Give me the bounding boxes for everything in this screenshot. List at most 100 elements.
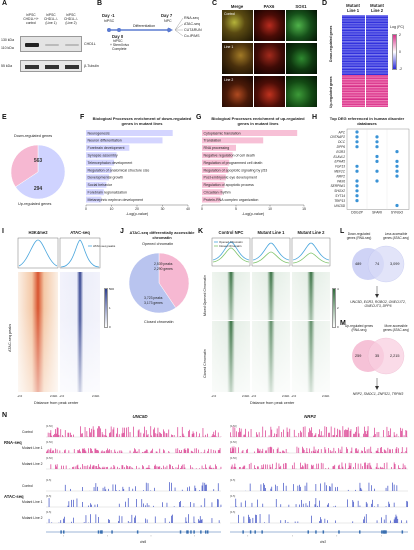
- hit-dot: [395, 150, 399, 154]
- row-label: Line 2: [224, 78, 234, 82]
- signal-bar: [231, 446, 233, 453]
- micrograph-merge-line1: [222, 43, 253, 74]
- signal-bar: [93, 429, 95, 437]
- group-label: RNA-seq: [4, 440, 22, 445]
- signal-bar: [405, 430, 407, 437]
- signal-bar: [355, 431, 356, 437]
- gene-label: MEF2C: [334, 170, 346, 174]
- legend-label: ATAC-seq peaks: [93, 244, 116, 248]
- scale-tick: 1: [109, 306, 111, 310]
- signal-bar: [316, 463, 318, 469]
- signal-bar: [164, 467, 166, 469]
- signal-bar: [107, 466, 108, 469]
- signal-bar: [382, 451, 383, 453]
- row-label: Control: [224, 12, 235, 16]
- bar-label: Regulation of anatomical structure size: [88, 168, 150, 172]
- track-label: Mutant Line 2: [22, 516, 43, 520]
- signal-bar: [284, 520, 286, 523]
- micrograph-pax6-control: [254, 10, 285, 41]
- exon: [63, 530, 65, 534]
- signal-bar: [287, 521, 289, 523]
- signal-bar: [354, 433, 355, 437]
- exon: [190, 530, 192, 534]
- bar-label: Protein-RNA complex organization: [204, 198, 259, 202]
- signal-bar: [396, 447, 398, 453]
- signal-bar: [377, 448, 379, 453]
- signal-bar: [90, 464, 91, 469]
- signal-bar: [116, 433, 117, 437]
- signal-bar: [127, 426, 129, 437]
- signal-bar: [211, 467, 213, 469]
- signal-bar: [154, 516, 156, 523]
- signal-bar: [219, 448, 221, 453]
- signal-bar: [145, 482, 147, 491]
- signal-bar: [95, 514, 97, 523]
- bar: [202, 181, 225, 188]
- signal-bar: [65, 465, 67, 469]
- signal-bar: [282, 450, 283, 453]
- signal-bar: [112, 484, 114, 491]
- signal-bar: [82, 464, 83, 469]
- signal-bar: [356, 451, 358, 453]
- signal-bar: [314, 468, 316, 469]
- signal-bar: [363, 433, 364, 437]
- hit-dot: [355, 194, 359, 198]
- bar: [202, 189, 223, 196]
- signal-bar: [335, 520, 336, 523]
- signal-bar: [102, 487, 104, 491]
- panel-h: H Top DEG referenced in human disorder d…: [312, 114, 414, 226]
- signal-bar: [352, 521, 354, 523]
- signal-bar: [217, 498, 218, 507]
- signal-bar: [217, 499, 219, 507]
- signal-bar: [92, 465, 94, 469]
- signal-bar: [376, 432, 378, 437]
- pie-label: Up-regulated genes: [18, 202, 52, 206]
- signal-bar: [135, 449, 136, 453]
- signal-bar: [55, 429, 56, 437]
- signal-bar: [329, 486, 331, 491]
- signal-bar: [276, 486, 278, 491]
- signal-bar: [207, 451, 208, 453]
- signal-bar: [211, 502, 213, 507]
- x-tick: 2.0kb: [322, 394, 330, 398]
- panel-label: H: [312, 114, 318, 121]
- signal-bar: [324, 518, 326, 523]
- signal-bar: [350, 451, 352, 453]
- signal-bar: [154, 487, 155, 491]
- bar-label: Cytoplasmic translation: [204, 131, 241, 135]
- signal-bar: [108, 450, 109, 453]
- signal-bar: [257, 434, 258, 437]
- signal-bar: [83, 448, 85, 453]
- signal-bar: [181, 489, 183, 491]
- signal-bar: [143, 490, 144, 491]
- signal-bar: [127, 466, 128, 469]
- differentiation-label: Differentiation: [133, 24, 156, 28]
- signal-bar: [169, 464, 170, 469]
- signal-bar: [262, 467, 264, 469]
- signal-bar: [254, 465, 255, 469]
- exon: [401, 530, 404, 534]
- signal-bar: [145, 449, 147, 453]
- panel-label: D: [322, 0, 328, 7]
- signal-bar: [191, 433, 193, 437]
- signal-bar: [389, 503, 390, 507]
- panel-j: J ATAC-seq differentially accessible chr…: [120, 228, 198, 410]
- signal-bar: [127, 498, 129, 507]
- signal-bar: [109, 432, 111, 437]
- signal-bar: [375, 466, 377, 469]
- signal-bar: [378, 452, 380, 453]
- signal-bar: [312, 464, 314, 469]
- venn-count: 489: [355, 262, 362, 266]
- signal-bar: [58, 434, 60, 437]
- signal-bar: [64, 430, 66, 437]
- signal-bar: [385, 506, 387, 507]
- x-tick: 2.0kb: [50, 394, 58, 398]
- x-tick-label: 30: [161, 207, 165, 211]
- signal-bar: [163, 429, 164, 437]
- signal-bar: [251, 502, 253, 507]
- signal-bar: [383, 468, 384, 469]
- signal-bar: [215, 450, 216, 453]
- signal-bar: [177, 467, 179, 469]
- signal-bar: [143, 466, 144, 469]
- signal-bar: [234, 427, 236, 437]
